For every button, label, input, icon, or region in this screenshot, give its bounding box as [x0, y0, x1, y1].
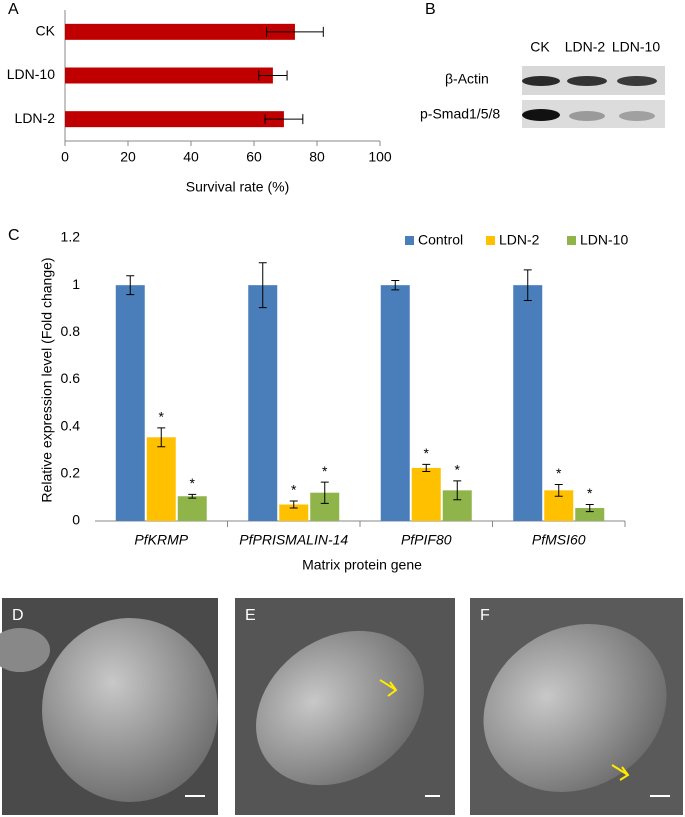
shell [256, 630, 424, 786]
arrow [611, 764, 630, 781]
panel-label: A [8, 1, 19, 18]
significance-marker: * [190, 475, 196, 491]
error-bar [554, 483, 563, 497]
blot-band [522, 109, 560, 121]
y-tick-label: 1.2 [61, 229, 81, 245]
y-tick-label: CK [36, 23, 56, 39]
x-tick-label: PfMSI60 [532, 532, 586, 548]
error-bar [264, 114, 304, 125]
significance-marker: * [322, 463, 328, 479]
bar [65, 67, 273, 84]
legend-swatch [405, 236, 414, 245]
panel-label: C [8, 227, 20, 244]
lane-label: LDN-10 [612, 39, 660, 55]
y-tick-label: 0 [72, 512, 80, 528]
bar [65, 23, 295, 40]
bar [248, 285, 278, 521]
bar [380, 285, 410, 521]
x-tick-label: 60 [246, 149, 262, 165]
error-bar [258, 70, 288, 81]
x-tick-label: 100 [368, 149, 392, 165]
error-bar [320, 481, 329, 504]
error-bar [391, 279, 400, 291]
blot-band [522, 76, 560, 86]
y-tick-label: 0.8 [61, 323, 81, 339]
x-axis-label: Survival rate (%) [186, 179, 289, 195]
error-bar [453, 480, 462, 501]
significance-marker: * [587, 485, 593, 501]
row-label: β-Actin [445, 71, 489, 87]
legend-label: Control [418, 232, 463, 248]
lane-label: LDN-2 [565, 39, 606, 55]
blot-band [617, 76, 657, 86]
significance-marker: * [291, 482, 297, 498]
x-tick-label: 40 [183, 149, 199, 165]
error-bar [289, 500, 298, 509]
y-tick-label: 0.6 [61, 370, 81, 386]
blot-band [567, 76, 607, 86]
y-tick-label: 0.2 [61, 465, 81, 481]
x-tick-label: 20 [120, 149, 136, 165]
y-axis-label: Relative expression level (Fold change) [39, 257, 55, 502]
significance-marker: * [159, 409, 165, 425]
panel-label: E [245, 607, 256, 624]
lane-label: CK [530, 39, 550, 55]
arrow [379, 679, 398, 697]
bar [513, 285, 543, 521]
bar [146, 437, 176, 521]
error-bar [188, 493, 197, 499]
x-tick-label: PfKRMP [134, 532, 188, 548]
error-bar [523, 269, 532, 301]
bar [411, 467, 441, 521]
blot-band [569, 111, 605, 121]
error-bar [157, 427, 166, 448]
significance-marker: * [455, 462, 461, 478]
significance-marker: * [556, 465, 562, 481]
legend-swatch [567, 236, 576, 245]
bar [279, 504, 309, 521]
x-tick-label: 0 [61, 149, 69, 165]
bar [575, 508, 605, 521]
legend-label: LDN-10 [580, 232, 628, 248]
bar [177, 496, 207, 521]
error-bar [585, 503, 594, 513]
legend-swatch [486, 236, 495, 245]
y-tick-label: 1 [72, 276, 80, 292]
bar [115, 285, 145, 521]
x-tick-label: PfPIF80 [401, 532, 452, 548]
shell [42, 618, 218, 802]
bar [65, 111, 284, 128]
y-tick-label: LDN-10 [7, 66, 55, 82]
y-tick-label: 0.4 [61, 417, 81, 433]
panel-label: B [425, 1, 436, 18]
shell-fragment [0, 628, 50, 672]
shell [483, 623, 667, 793]
x-tick-label: 80 [309, 149, 325, 165]
panel-label: D [12, 607, 24, 624]
error-bar [266, 26, 324, 37]
significance-marker: * [424, 445, 430, 461]
y-tick-label: LDN-2 [15, 110, 56, 126]
row-label: p-Smad1/5/8 [420, 106, 500, 122]
error-bar [422, 463, 431, 472]
x-axis-label: Matrix protein gene [302, 557, 422, 573]
x-tick-label: PfPRISMALIN-14 [239, 532, 348, 548]
error-bar [258, 262, 267, 309]
blot-band [619, 111, 655, 121]
legend-label: LDN-2 [499, 232, 540, 248]
error-bar [126, 275, 135, 296]
panel-label: F [480, 607, 490, 624]
